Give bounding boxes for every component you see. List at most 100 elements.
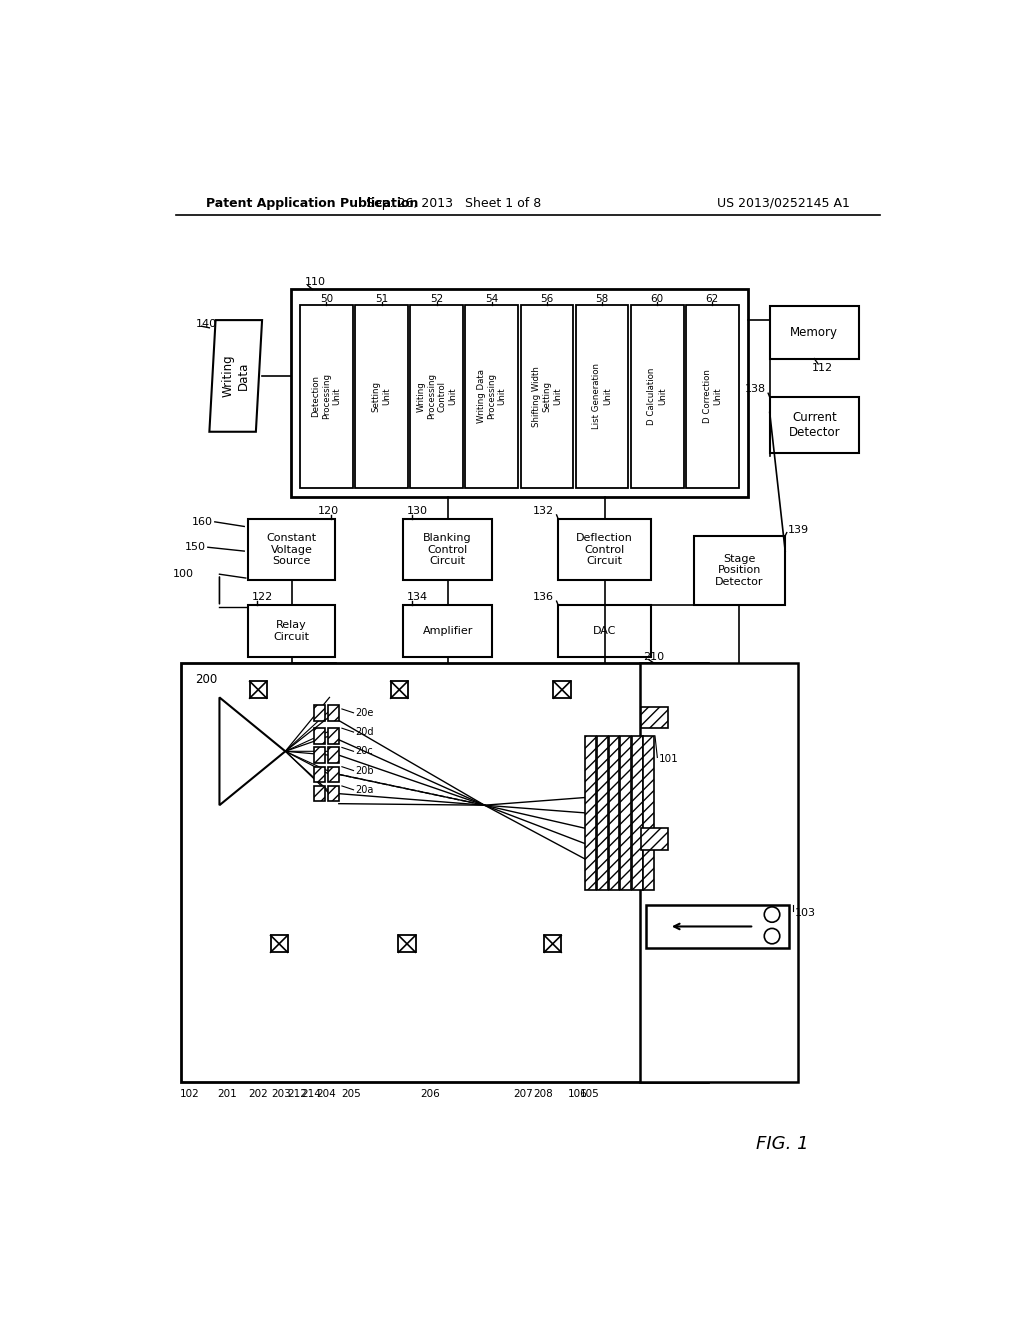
- Bar: [391, 681, 408, 698]
- Bar: [466, 305, 518, 488]
- Bar: [575, 305, 629, 488]
- Text: 106: 106: [567, 1089, 588, 1100]
- Bar: [586, 737, 596, 890]
- Text: D Calculation
Unit: D Calculation Unit: [647, 368, 667, 425]
- Text: 132: 132: [534, 506, 554, 516]
- Bar: [411, 305, 463, 488]
- Bar: [328, 785, 339, 801]
- Text: 105: 105: [580, 1089, 600, 1100]
- Text: 20e: 20e: [355, 708, 374, 718]
- Text: 102: 102: [180, 1089, 200, 1100]
- Bar: [643, 737, 654, 890]
- Text: 138: 138: [744, 384, 766, 395]
- Text: 140: 140: [196, 319, 216, 329]
- Bar: [632, 737, 643, 890]
- Text: 160: 160: [193, 517, 213, 527]
- Text: 56: 56: [541, 293, 554, 304]
- Polygon shape: [209, 321, 262, 432]
- Bar: [631, 305, 684, 488]
- Bar: [180, 663, 708, 1082]
- Text: Amplifier: Amplifier: [423, 626, 473, 636]
- Text: FIG. 1: FIG. 1: [756, 1135, 808, 1152]
- Bar: [646, 906, 790, 948]
- Circle shape: [764, 928, 779, 944]
- Text: US 2013/0252145 A1: US 2013/0252145 A1: [717, 197, 850, 210]
- Text: 206: 206: [421, 1089, 440, 1100]
- Bar: [544, 936, 561, 952]
- Bar: [403, 605, 493, 657]
- Bar: [558, 605, 651, 657]
- Text: List Generation
Unit: List Generation Unit: [592, 363, 611, 429]
- Bar: [314, 767, 325, 781]
- Text: 212: 212: [287, 1089, 307, 1100]
- Text: 62: 62: [706, 293, 719, 304]
- Text: 130: 130: [407, 506, 428, 516]
- Bar: [403, 519, 493, 581]
- Bar: [640, 663, 799, 1082]
- Text: 100: 100: [173, 569, 194, 579]
- Text: DAC: DAC: [593, 626, 616, 636]
- Text: 210: 210: [643, 652, 665, 661]
- Bar: [250, 681, 266, 698]
- Bar: [398, 936, 416, 952]
- Text: Setting
Unit: Setting Unit: [372, 381, 391, 412]
- Bar: [355, 305, 408, 488]
- Bar: [693, 536, 785, 605]
- Text: 52: 52: [430, 293, 443, 304]
- Text: 134: 134: [407, 593, 428, 602]
- Bar: [554, 681, 570, 698]
- Bar: [641, 706, 669, 729]
- Text: Memory: Memory: [791, 326, 839, 339]
- Text: Current
Detector: Current Detector: [788, 411, 840, 438]
- Text: 101: 101: [658, 754, 679, 764]
- Text: Writing Data
Processing
Unit: Writing Data Processing Unit: [477, 370, 507, 424]
- Bar: [300, 305, 353, 488]
- Bar: [248, 519, 335, 581]
- Text: 54: 54: [485, 293, 499, 304]
- Text: 202: 202: [249, 1089, 268, 1100]
- Text: 51: 51: [375, 293, 388, 304]
- Circle shape: [764, 907, 779, 923]
- Text: 112: 112: [811, 363, 833, 372]
- Bar: [328, 705, 339, 721]
- Text: 58: 58: [595, 293, 608, 304]
- Text: Detection
Processing
Unit: Detection Processing Unit: [311, 374, 341, 420]
- Bar: [641, 829, 669, 850]
- Text: 20a: 20a: [355, 785, 374, 795]
- Text: 122: 122: [252, 593, 273, 602]
- Text: Blanking
Control
Circuit: Blanking Control Circuit: [423, 533, 472, 566]
- Text: Writing
Processing
Control
Unit: Writing Processing Control Unit: [417, 374, 457, 420]
- Bar: [770, 306, 859, 359]
- Bar: [597, 737, 607, 890]
- Bar: [291, 289, 748, 498]
- Text: 214: 214: [301, 1089, 321, 1100]
- Text: Deflection
Control
Circuit: Deflection Control Circuit: [577, 533, 633, 566]
- Text: 139: 139: [787, 524, 809, 535]
- Text: 103: 103: [796, 908, 816, 917]
- Text: Patent Application Publication: Patent Application Publication: [206, 197, 418, 210]
- Text: 20d: 20d: [355, 727, 374, 737]
- Text: 50: 50: [319, 293, 333, 304]
- Bar: [328, 747, 339, 763]
- Text: 208: 208: [532, 1089, 553, 1100]
- Bar: [328, 729, 339, 743]
- Bar: [314, 729, 325, 743]
- Bar: [520, 305, 573, 488]
- Text: D Correction
Unit: D Correction Unit: [702, 370, 722, 424]
- Text: 205: 205: [341, 1089, 361, 1100]
- Text: 136: 136: [534, 593, 554, 602]
- Bar: [314, 785, 325, 801]
- Text: 201: 201: [217, 1089, 238, 1100]
- Text: 204: 204: [316, 1089, 336, 1100]
- Bar: [314, 747, 325, 763]
- Text: Sep. 26, 2013   Sheet 1 of 8: Sep. 26, 2013 Sheet 1 of 8: [366, 197, 541, 210]
- Text: 150: 150: [184, 543, 206, 552]
- Polygon shape: [219, 697, 286, 805]
- Text: 60: 60: [650, 293, 664, 304]
- Bar: [686, 305, 738, 488]
- Text: 20c: 20c: [355, 746, 373, 756]
- Bar: [314, 705, 325, 721]
- Bar: [770, 397, 859, 453]
- Bar: [328, 767, 339, 781]
- Bar: [248, 605, 335, 657]
